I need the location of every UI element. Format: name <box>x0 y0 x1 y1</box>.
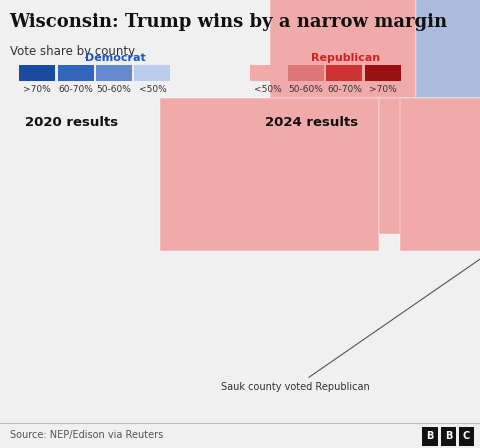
Text: 2020 results: 2020 results <box>25 116 119 129</box>
Text: 50-60%: 50-60% <box>96 85 132 94</box>
Bar <box>58 65 94 81</box>
Text: Source: NEP/Edison via Reuters: Source: NEP/Edison via Reuters <box>10 430 163 440</box>
Text: >70%: >70% <box>24 85 51 94</box>
Bar <box>422 427 438 446</box>
Bar <box>250 65 286 81</box>
Text: 60-70%: 60-70% <box>58 85 93 94</box>
Text: Republican: Republican <box>311 53 380 63</box>
Text: C: C <box>463 431 470 441</box>
Text: 50-60%: 50-60% <box>288 85 324 94</box>
Bar <box>160 98 379 251</box>
Bar <box>416 0 480 98</box>
Text: Wisconsin: Trump wins by a narrow margin: Wisconsin: Trump wins by a narrow margin <box>10 13 448 31</box>
Bar <box>134 65 170 81</box>
Bar <box>441 427 456 446</box>
Text: 2024 results: 2024 results <box>265 116 359 129</box>
Text: B: B <box>444 431 452 441</box>
Text: Democrat: Democrat <box>85 53 145 63</box>
Bar <box>459 427 474 446</box>
Bar <box>379 98 480 234</box>
Text: B: B <box>426 431 434 441</box>
Bar <box>400 98 480 251</box>
Text: 60-70%: 60-70% <box>327 85 362 94</box>
Text: <50%: <50% <box>254 85 281 94</box>
Bar <box>19 65 55 81</box>
Bar <box>270 0 416 98</box>
Bar <box>96 65 132 81</box>
Text: <50%: <50% <box>139 85 166 94</box>
Text: >70%: >70% <box>369 85 396 94</box>
Text: Vote share by county: Vote share by county <box>10 45 135 58</box>
Bar <box>365 65 401 81</box>
Bar <box>326 65 362 81</box>
Bar <box>288 65 324 81</box>
Text: Sauk county voted Republican: Sauk county voted Republican <box>221 0 480 392</box>
